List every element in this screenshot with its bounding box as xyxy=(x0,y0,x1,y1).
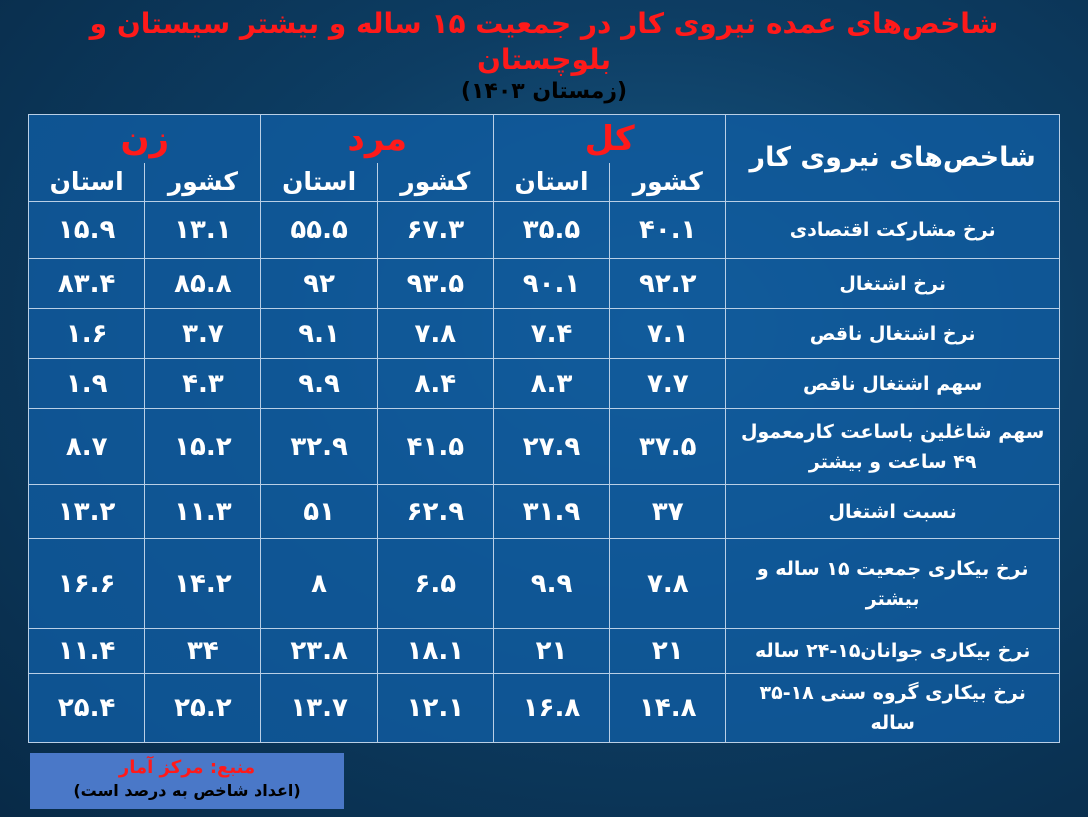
value-cell: ۱۱.۳ xyxy=(144,484,262,539)
value-cell: ۸.۳ xyxy=(492,358,611,409)
table-row: نرخ اشتغال ۹۲.۲ ۹۰.۱ ۹۳.۵ ۹۲ ۸۵.۸ ۸۳.۴ xyxy=(27,258,1060,309)
value-cell: ۱.۹ xyxy=(27,358,146,409)
value-cell: ۷.۸ xyxy=(376,308,494,359)
group-male: مرد xyxy=(260,114,494,163)
indicator-label: نرخ اشتغال ناقص xyxy=(725,308,1060,359)
value-cell: ۸.۴ xyxy=(376,358,494,409)
value-cell: ۷.۱ xyxy=(609,308,727,359)
value-cell: ۷.۷ xyxy=(609,358,727,409)
value-cell: ۱۳.۱ xyxy=(144,201,262,259)
indicator-label: نرخ مشارکت اقتصادی xyxy=(725,201,1060,259)
value-cell: ۱۳.۲ xyxy=(27,484,146,539)
indicator-label: سهم اشتغال ناقص xyxy=(725,358,1060,409)
value-cell: ۱۵.۹ xyxy=(27,201,146,259)
value-cell: ۹۲.۲ xyxy=(609,258,727,309)
value-cell: ۹.۱ xyxy=(260,308,378,359)
value-cell: ۶.۵ xyxy=(376,538,494,629)
indicator-label: نرخ بیکاری جمعیت ۱۵ ساله و بیشتر xyxy=(725,538,1060,629)
value-cell: ۷.۴ xyxy=(492,308,611,359)
value-cell: ۹۰.۱ xyxy=(492,258,611,309)
value-cell: ۸۳.۴ xyxy=(27,258,146,309)
page-subtitle: (زمستان ۱۴۰۳) xyxy=(460,79,628,104)
value-cell: ۱.۶ xyxy=(27,308,146,359)
indicator-label: سهم شاغلین باساعت کارمعمول ۴۹ ساعت و بیش… xyxy=(725,408,1060,485)
subheader-province: استان xyxy=(492,163,611,202)
value-cell: ۱۱.۴ xyxy=(27,628,146,674)
group-total: کل xyxy=(492,114,727,163)
value-cell: ۵۵.۵ xyxy=(260,201,378,259)
value-cell: ۳۵.۵ xyxy=(492,201,611,259)
subheader-province: استان xyxy=(260,163,378,202)
value-cell: ۳۷.۵ xyxy=(609,408,727,485)
indicator-label: نسبت اشتغال xyxy=(725,484,1060,539)
value-cell: ۲۷.۹ xyxy=(492,408,611,485)
value-cell: ۱۳.۷ xyxy=(260,673,378,743)
value-cell: ۳.۷ xyxy=(144,308,262,359)
value-cell: ۱۶.۶ xyxy=(27,538,146,629)
value-cell: ۹۲ xyxy=(260,258,378,309)
source-note: منبع: مرکز آمار (اعداد شاخص به درصد است) xyxy=(30,753,344,809)
value-cell: ۶۷.۳ xyxy=(376,201,494,259)
table-row: سهم شاغلین باساعت کارمعمول ۴۹ ساعت و بیش… xyxy=(27,408,1060,485)
unit-text: (اعداد شاخص به درصد است) xyxy=(73,781,301,800)
value-cell: ۲۱ xyxy=(609,628,727,674)
value-cell: ۱۴.۲ xyxy=(144,538,262,629)
value-cell: ۲۳.۸ xyxy=(260,628,378,674)
header-indicators: شاخص‌های نیروی کار xyxy=(725,114,1060,202)
value-cell: ۱۸.۱ xyxy=(376,628,494,674)
value-cell: ۲۵.۴ xyxy=(27,673,146,743)
value-cell: ۳۷ xyxy=(609,484,727,539)
value-cell: ۴۰.۱ xyxy=(609,201,727,259)
value-cell: ۹.۹ xyxy=(492,538,611,629)
value-cell: ۳۲.۹ xyxy=(260,408,378,485)
subheader-province: استان xyxy=(27,163,146,202)
source-text: منبع: مرکز آمار xyxy=(118,757,256,778)
value-cell: ۶۲.۹ xyxy=(376,484,494,539)
value-cell: ۲۱ xyxy=(492,628,611,674)
value-cell: ۸.۷ xyxy=(27,408,146,485)
labor-indicators-table: شاخص‌های نیروی کار کل مرد زن کشور استان … xyxy=(27,114,1060,743)
value-cell: ۸۵.۸ xyxy=(144,258,262,309)
value-cell: ۱۲.۱ xyxy=(376,673,494,743)
value-cell: ۲۵.۲ xyxy=(144,673,262,743)
page-title: شاخص‌های عمده نیروی کار در جمعیت ۱۵ ساله… xyxy=(89,7,999,76)
indicator-label: نرخ بیکاری گروه سنی ۱۸-۳۵ ساله xyxy=(725,673,1060,743)
table-row: نسبت اشتغال ۳۷ ۳۱.۹ ۶۲.۹ ۵۱ ۱۱.۳ ۱۳.۲ xyxy=(27,484,1060,539)
table-row: نرخ اشتغال ناقص ۷.۱ ۷.۴ ۷.۸ ۹.۱ ۳.۷ ۱.۶ xyxy=(27,308,1060,359)
table-row: نرخ بیکاری گروه سنی ۱۸-۳۵ ساله ۱۴.۸ ۱۶.۸ ۱۲… xyxy=(27,673,1060,743)
indicator-label: نرخ اشتغال xyxy=(725,258,1060,309)
value-cell: ۷.۸ xyxy=(609,538,727,629)
subheader-country: کشور xyxy=(376,163,494,202)
value-cell: ۹۳.۵ xyxy=(376,258,494,309)
value-cell: ۳۱.۹ xyxy=(492,484,611,539)
table-row: سهم اشتغال ناقص ۷.۷ ۸.۳ ۸.۴ ۹.۹ ۴.۳ ۱.۹ xyxy=(27,358,1060,409)
value-cell: ۵۱ xyxy=(260,484,378,539)
value-cell: ۱۶.۸ xyxy=(492,673,611,743)
subheader-country: کشور xyxy=(144,163,262,202)
table-row: نرخ بیکاری جمعیت ۱۵ ساله و بیشتر ۷.۸ ۹.۹ ۶.… xyxy=(27,538,1060,629)
value-cell: ۹.۹ xyxy=(260,358,378,409)
value-cell: ۴.۳ xyxy=(144,358,262,409)
value-cell: ۸ xyxy=(260,538,378,629)
value-cell: ۴۱.۵ xyxy=(376,408,494,485)
indicator-label: نرخ بیکاری جوانان۱۵-۲۴ ساله xyxy=(725,628,1060,674)
table-row: نرخ مشارکت اقتصادی ۴۰.۱ ۳۵.۵ ۶۷.۳ ۵۵.۵ ۱۳.۱ ۱۵… xyxy=(27,201,1060,259)
group-female: زن xyxy=(27,114,262,163)
subheader-country: کشور xyxy=(609,163,727,202)
value-cell: ۱۴.۸ xyxy=(609,673,727,743)
value-cell: ۱۵.۲ xyxy=(144,408,262,485)
value-cell: ۳۴ xyxy=(144,628,262,674)
table-row: نرخ بیکاری جوانان۱۵-۲۴ ساله ۲۱ ۲۱ ۱۸.۱ ۲۳.۸ ۳… xyxy=(27,628,1060,674)
